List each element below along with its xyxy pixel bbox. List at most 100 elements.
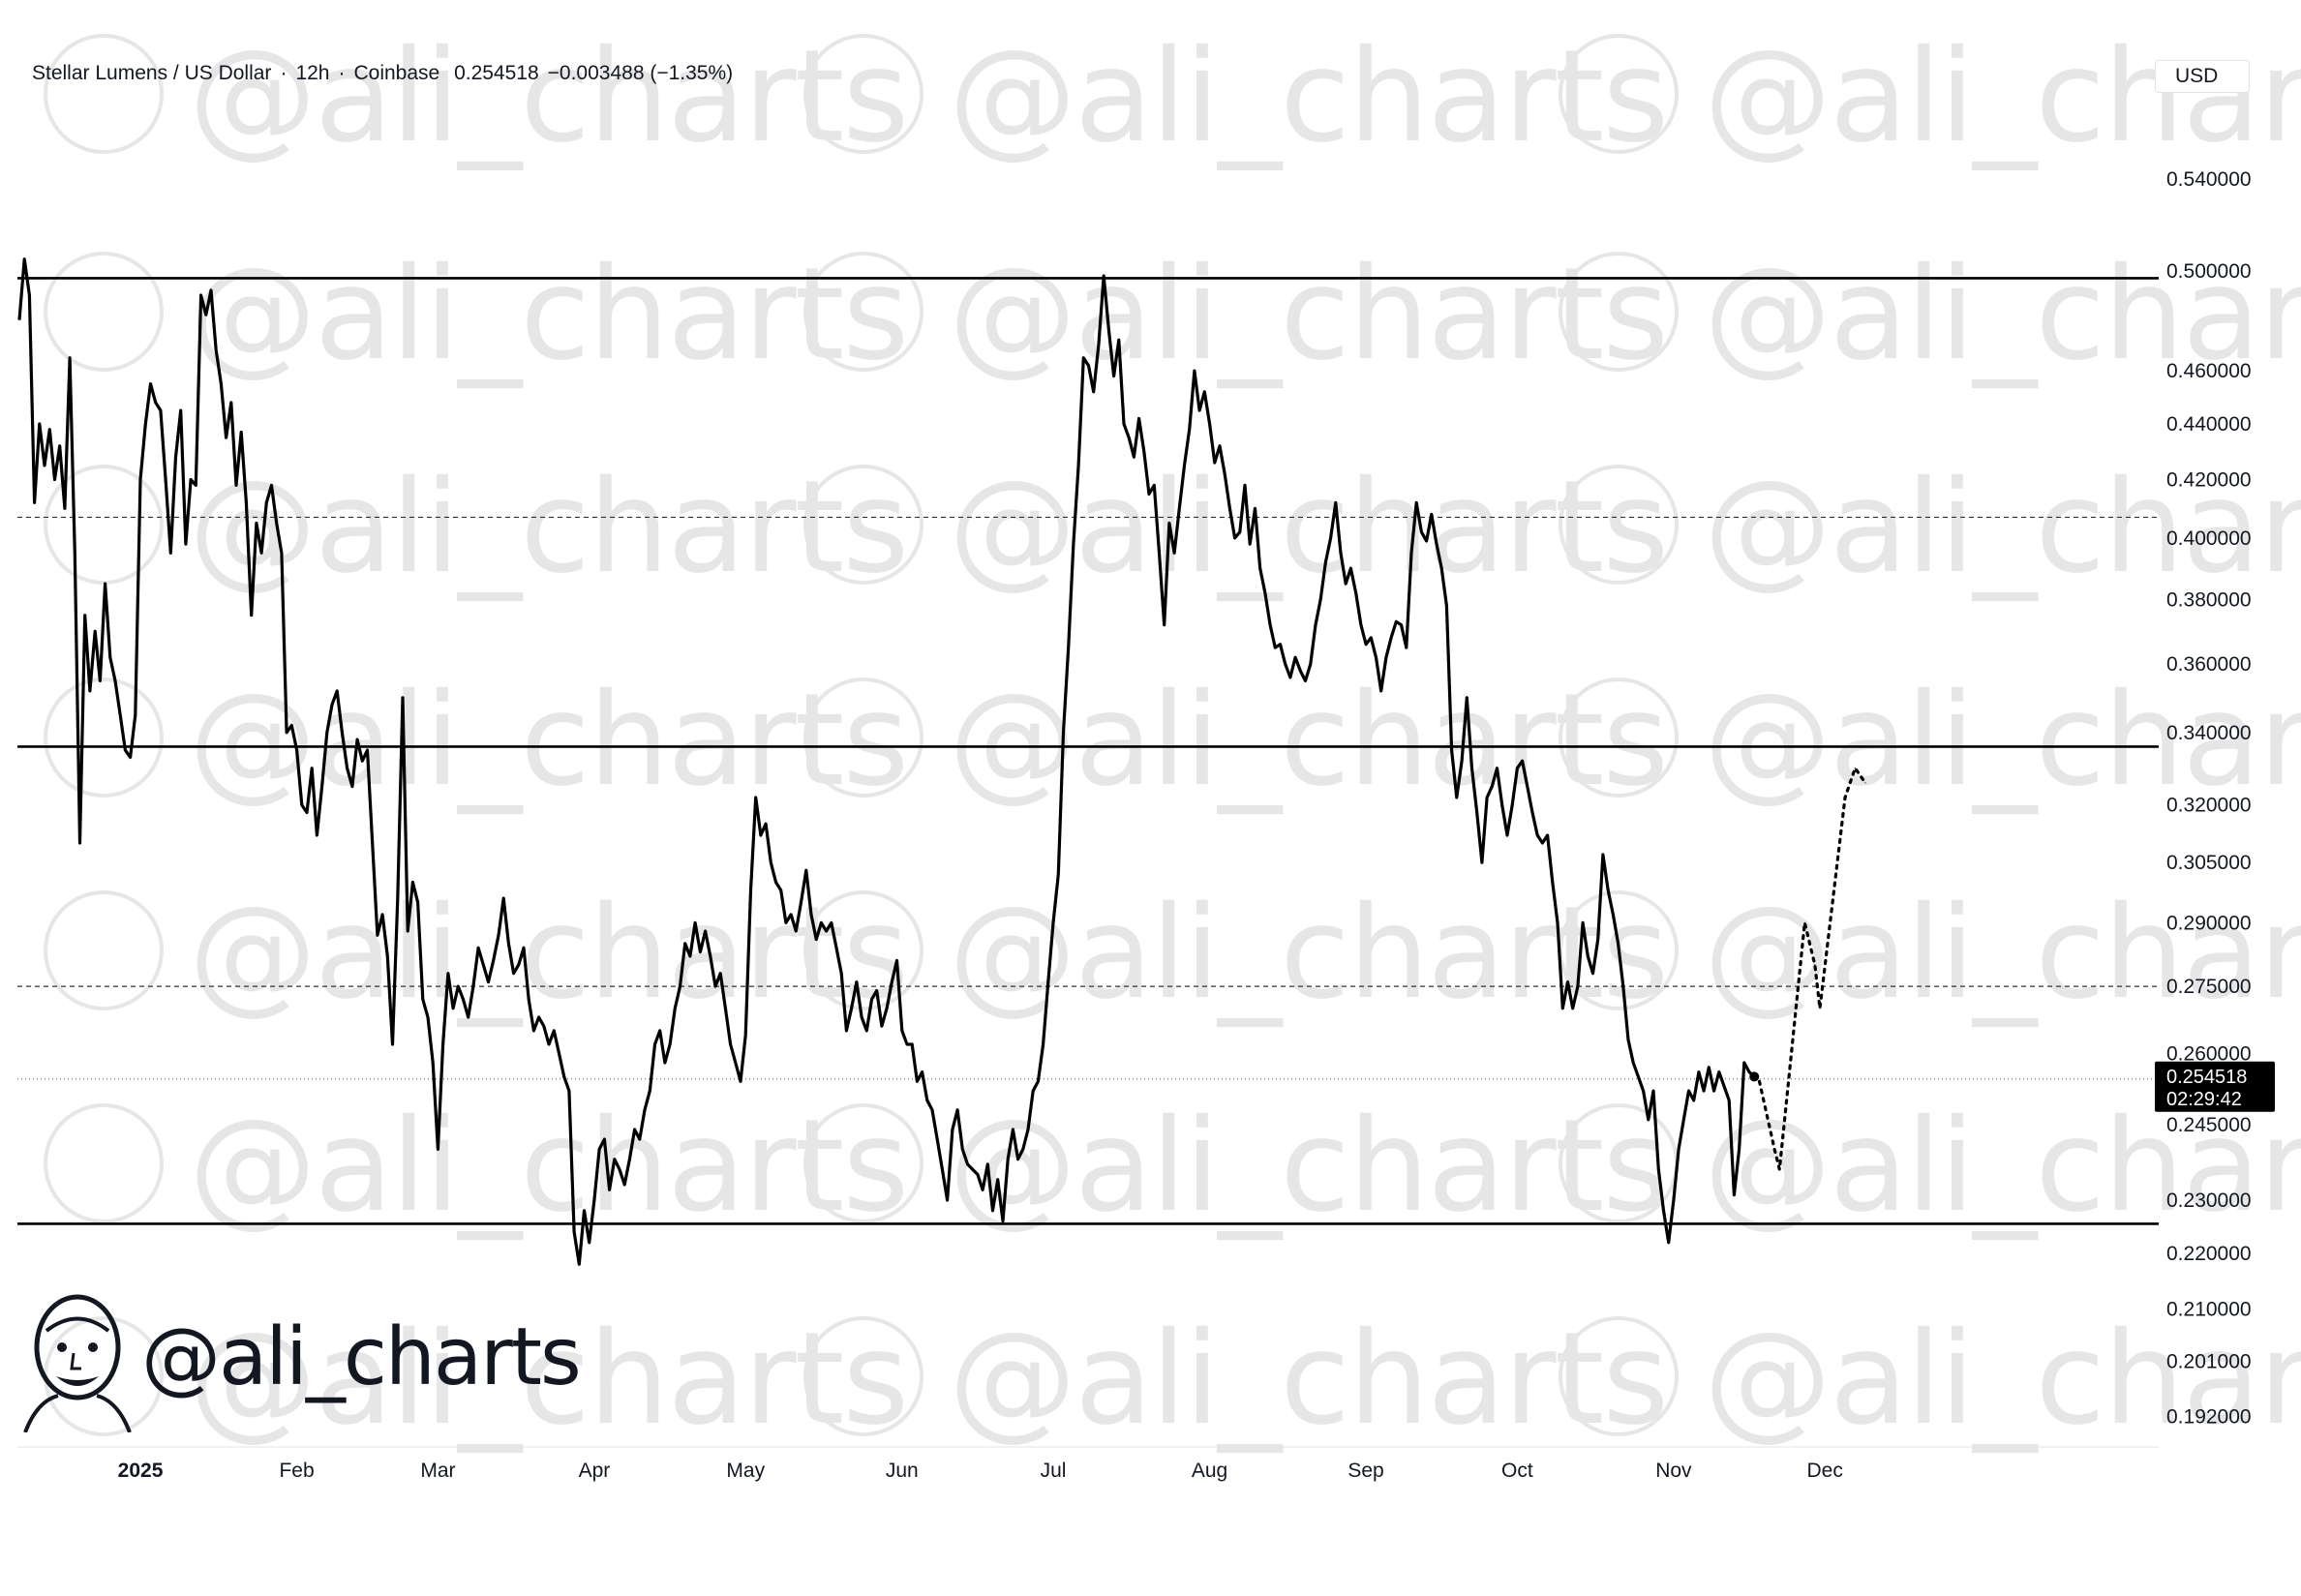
data-point	[774, 881, 777, 884]
data-point	[1622, 985, 1624, 987]
watermark-face-icon	[803, 34, 923, 154]
y-tick-label: 0.230000	[2166, 1189, 2252, 1212]
data-point	[48, 429, 50, 431]
data-point	[1259, 567, 1261, 569]
data-point	[870, 999, 873, 1001]
data-point	[1335, 501, 1337, 503]
symbol-name[interactable]: Stellar Lumens / US Dollar	[32, 62, 272, 84]
data-point	[603, 1138, 606, 1140]
data-point	[947, 1199, 949, 1201]
data-point	[795, 930, 797, 932]
data-point	[301, 804, 303, 806]
data-point	[1547, 834, 1549, 836]
data-point	[1103, 275, 1105, 277]
data-point	[1527, 786, 1529, 788]
data-point	[105, 583, 106, 585]
data-point	[468, 1016, 469, 1018]
data-point	[881, 1025, 883, 1027]
data-point	[1118, 339, 1120, 341]
watermark-text: @ali_charts	[189, 879, 907, 1028]
watermark-face-icon	[803, 1316, 923, 1436]
data-point	[543, 1025, 545, 1027]
data-point	[1153, 484, 1155, 486]
data-point	[1511, 804, 1513, 806]
time-axis[interactable]: 2025 Feb Mar Apr May Jun Jul Aug Sep Oct Nov Dec	[17, 1446, 2159, 1482]
data-point	[1093, 391, 1095, 393]
y-tick-label: 0.500000	[2166, 260, 2252, 283]
data-point	[386, 955, 388, 957]
data-point	[649, 1090, 651, 1092]
data-point	[1068, 647, 1070, 648]
data-point	[1375, 656, 1378, 658]
data-point	[583, 1210, 586, 1212]
data-point	[1582, 921, 1584, 924]
data-point	[1436, 543, 1438, 545]
data-point	[190, 478, 192, 481]
watermark-text: @ali_charts	[189, 453, 907, 602]
data-point	[84, 615, 86, 617]
data-point	[719, 973, 721, 975]
y-tick-label: 0.380000	[2166, 588, 2252, 611]
data-point	[1289, 677, 1291, 678]
data-point	[1304, 679, 1307, 682]
watermark-face-icon	[44, 1103, 164, 1223]
y-tick-label: 0.290000	[2166, 912, 2252, 934]
data-point	[165, 478, 167, 481]
data-point	[674, 1008, 676, 1009]
data-point	[1057, 873, 1059, 875]
currency-selector[interactable]: USD	[2155, 60, 2250, 93]
data-point	[270, 484, 273, 486]
data-point	[644, 1109, 646, 1111]
data-point	[1183, 465, 1186, 467]
data-point	[1077, 465, 1079, 467]
data-point	[972, 1168, 974, 1170]
data-point	[755, 797, 757, 798]
data-point	[1431, 513, 1433, 516]
data-point	[1047, 981, 1049, 983]
price-axis[interactable]: 0.540000 0.500000 0.460000 0.440000 0.420000…	[2166, 168, 2252, 1428]
interval-label[interactable]: 12h	[295, 62, 330, 84]
y-tick-label: 0.440000	[2166, 413, 2252, 436]
data-point	[1274, 647, 1276, 648]
data-point	[659, 1030, 661, 1032]
data-point	[936, 1138, 938, 1140]
x-tick-label: May	[726, 1460, 765, 1482]
data-point	[397, 897, 399, 899]
data-point	[507, 943, 510, 945]
data-point	[1678, 1148, 1680, 1150]
data-point	[74, 552, 76, 555]
data-point	[1476, 811, 1478, 814]
data-point	[790, 914, 792, 916]
data-point	[1743, 1062, 1745, 1064]
data-point	[1239, 531, 1241, 533]
data-point	[1234, 537, 1236, 539]
data-point	[861, 1016, 863, 1018]
data-point	[1577, 985, 1579, 987]
data-point	[553, 1030, 555, 1032]
data-point	[1657, 1168, 1659, 1170]
data-point	[432, 1062, 434, 1064]
data-point	[991, 1210, 994, 1212]
data-point	[1451, 749, 1453, 751]
data-point	[1440, 567, 1442, 569]
data-point	[1395, 620, 1397, 622]
data-point	[1194, 370, 1196, 372]
data-point	[316, 834, 318, 836]
data-point	[1128, 437, 1130, 438]
data-point	[1315, 624, 1317, 626]
data-point	[1370, 637, 1372, 639]
data-point	[563, 1075, 565, 1077]
y-tick-label: 0.360000	[2166, 653, 2252, 676]
data-point	[1406, 647, 1408, 648]
data-point	[1673, 1199, 1675, 1201]
data-point	[336, 690, 338, 692]
data-point	[119, 714, 121, 716]
data-point	[1803, 921, 1805, 924]
y-tick-label: 0.192000	[2166, 1405, 2252, 1428]
data-point	[548, 1043, 550, 1045]
price-label-box	[2155, 1061, 2275, 1112]
data-point	[286, 732, 288, 734]
data-point	[961, 1148, 963, 1150]
data-point	[815, 939, 817, 941]
